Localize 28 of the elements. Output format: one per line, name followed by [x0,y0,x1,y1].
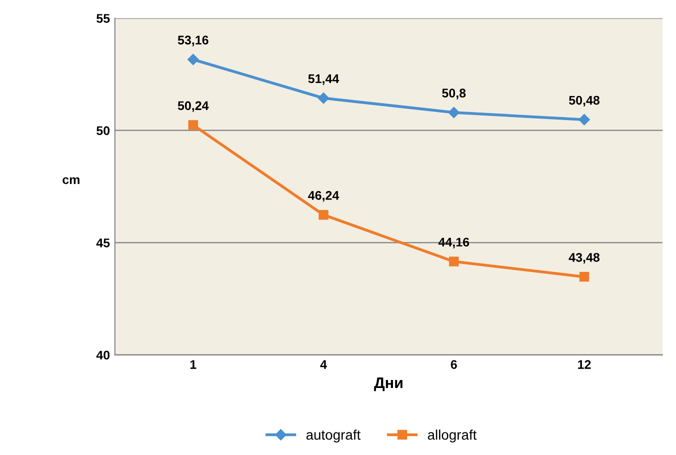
data-label: 53,16 [178,36,208,46]
y-tick-label: 55 [96,14,110,23]
x-tick-label: 1 [190,360,196,369]
x-tick-label: 12 [578,360,591,369]
y-tick-label: 40 [96,350,110,360]
point [449,256,459,266]
y-tick-label: 50 [96,126,110,136]
data-label: 51,44 [308,74,340,85]
point [578,114,590,126]
data-label: 44,16 [438,238,470,248]
point [188,54,199,66]
point [318,210,328,220]
data-label: 50,48 [569,96,600,106]
legend-label: autograft [306,430,361,442]
data-label: 50,8 [442,88,466,100]
legend-label: allograft [428,430,477,442]
y-axis-title: cm [62,177,80,184]
point [188,120,198,130]
x-tick-label: 6 [450,360,457,369]
data-label: 46,24 [308,191,340,202]
point [448,106,460,118]
point [318,92,330,104]
x-axis-title: Дни [374,378,402,392]
point [579,272,590,282]
data-label: 43,48 [568,252,600,264]
x-tick-label: 4 [320,360,327,369]
data-label: 50,24 [178,101,209,112]
y-tick-label: 45 [96,238,110,248]
